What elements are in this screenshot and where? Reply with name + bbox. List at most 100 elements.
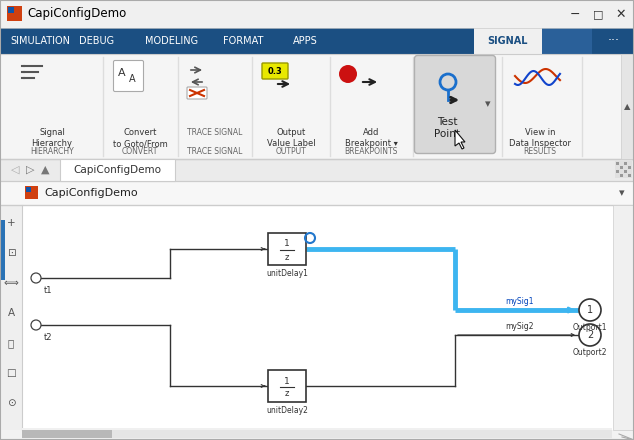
- Text: OUTPUT: OUTPUT: [276, 147, 306, 156]
- Text: FORMAT: FORMAT: [223, 36, 263, 46]
- Text: SIGNAL: SIGNAL: [488, 36, 528, 46]
- Circle shape: [31, 273, 41, 283]
- Bar: [22, 430, 612, 438]
- Bar: [22, 428, 612, 440]
- Text: DEBUG: DEBUG: [79, 36, 115, 46]
- Text: SIMULATION: SIMULATION: [10, 36, 70, 46]
- Text: BREAKPOINTS: BREAKPOINTS: [344, 147, 398, 156]
- Text: ◁: ◁: [11, 165, 19, 175]
- Bar: [616, 162, 619, 165]
- Bar: [624, 170, 627, 173]
- Bar: [0, 205, 22, 430]
- Text: CONVERT: CONVERT: [122, 147, 158, 156]
- Text: ▾: ▾: [485, 99, 491, 109]
- Text: mySig1: mySig1: [506, 297, 534, 306]
- Text: ▾: ▾: [619, 188, 625, 198]
- Bar: [60, 159, 175, 181]
- Text: 2: 2: [587, 330, 593, 340]
- Text: ⊙: ⊙: [6, 398, 15, 408]
- Text: RESULTS: RESULTS: [524, 147, 557, 156]
- Text: Outport2: Outport2: [573, 348, 607, 357]
- Text: 〜: 〜: [8, 338, 14, 348]
- Text: Add
Breakpoint ▾: Add Breakpoint ▾: [344, 128, 398, 148]
- Text: □: □: [6, 368, 16, 378]
- Text: HIERARCHY: HIERARCHY: [30, 147, 74, 156]
- Text: ▲: ▲: [624, 102, 630, 111]
- Text: 1: 1: [284, 377, 290, 385]
- Bar: [0, 54, 634, 159]
- Text: Test
Point: Test Point: [434, 117, 460, 139]
- Bar: [26, 187, 31, 192]
- Text: t2: t2: [44, 333, 53, 342]
- Text: 0.3: 0.3: [268, 66, 282, 76]
- Bar: [615, 161, 632, 178]
- Text: View in
Data Inspector: View in Data Inspector: [509, 128, 571, 148]
- FancyBboxPatch shape: [113, 60, 143, 92]
- Bar: [25, 186, 38, 199]
- Bar: [620, 174, 623, 177]
- FancyBboxPatch shape: [187, 87, 207, 99]
- FancyBboxPatch shape: [262, 63, 288, 79]
- Bar: [0, 28, 634, 54]
- Bar: [7, 6, 22, 21]
- Text: CapiConfigDemo: CapiConfigDemo: [44, 188, 138, 198]
- Text: Convert
to Goto/From: Convert to Goto/From: [113, 128, 167, 148]
- Text: TRACE SIGNAL: TRACE SIGNAL: [187, 128, 243, 137]
- Circle shape: [579, 299, 601, 321]
- Bar: [628, 174, 631, 177]
- Text: t1: t1: [44, 286, 53, 295]
- Bar: [0, 220, 5, 280]
- Circle shape: [579, 324, 601, 346]
- Bar: [22, 430, 112, 438]
- Text: Output
Value Label: Output Value Label: [267, 128, 315, 148]
- Text: Signal
Hierarchy: Signal Hierarchy: [32, 128, 72, 148]
- Bar: [22, 205, 622, 430]
- Bar: [0, 159, 634, 181]
- Bar: [628, 166, 631, 169]
- Text: 1: 1: [284, 239, 290, 249]
- Text: unitDelay2: unitDelay2: [266, 406, 308, 415]
- Bar: [620, 166, 623, 169]
- Text: ⟺: ⟺: [4, 278, 18, 288]
- Bar: [592, 28, 634, 54]
- Text: ⊡: ⊡: [6, 248, 15, 258]
- Bar: [542, 28, 592, 54]
- Text: A: A: [8, 308, 15, 318]
- Circle shape: [339, 65, 357, 83]
- Bar: [616, 170, 619, 173]
- Text: ···: ···: [608, 34, 620, 48]
- FancyBboxPatch shape: [415, 55, 496, 154]
- Circle shape: [31, 320, 41, 330]
- Text: ▷: ▷: [26, 165, 34, 175]
- Bar: [415, 56, 495, 153]
- Text: z: z: [285, 253, 289, 261]
- Text: A: A: [129, 74, 135, 84]
- Text: +: +: [7, 218, 15, 228]
- Text: ✕: ✕: [616, 7, 626, 21]
- Text: CapiConfigDemo: CapiConfigDemo: [27, 7, 126, 21]
- Text: z: z: [285, 389, 289, 399]
- Text: APPS: APPS: [293, 36, 318, 46]
- Text: Outport1: Outport1: [573, 323, 607, 332]
- Text: MONITOR: MONITOR: [438, 147, 474, 156]
- Text: 1: 1: [587, 305, 593, 315]
- Text: □: □: [593, 9, 603, 19]
- Bar: [474, 28, 542, 54]
- Text: A: A: [118, 68, 126, 78]
- Text: MODELING: MODELING: [145, 36, 198, 46]
- Text: CapiConfigDemo: CapiConfigDemo: [73, 165, 161, 175]
- Bar: [0, 0, 634, 28]
- Bar: [8, 7, 14, 13]
- Polygon shape: [455, 130, 465, 149]
- Text: TRACE SIGNAL: TRACE SIGNAL: [187, 147, 243, 156]
- Bar: [0, 181, 634, 205]
- Bar: [613, 205, 634, 430]
- Bar: [624, 162, 627, 165]
- Text: unitDelay1: unitDelay1: [266, 269, 308, 278]
- Bar: [268, 233, 306, 265]
- Text: ▲: ▲: [41, 165, 49, 175]
- Text: −: −: [570, 7, 580, 21]
- Bar: [621, 54, 634, 159]
- Bar: [268, 370, 306, 402]
- Text: mySig2: mySig2: [506, 322, 534, 331]
